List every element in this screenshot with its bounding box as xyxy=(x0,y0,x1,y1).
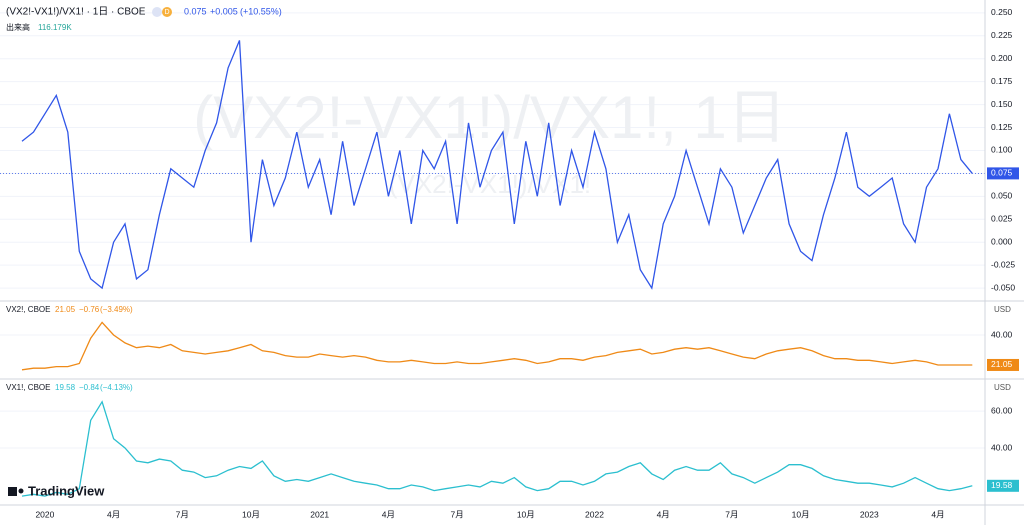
y-tick-label: 0.025 xyxy=(991,214,1013,224)
series-line xyxy=(21,400,973,497)
x-tick-label: 4月 xyxy=(931,509,944,519)
x-tick-label: 2022 xyxy=(585,509,604,519)
axes: 0.250 0.225 0.200 0.175 0.150 0.125 0.100 0.075… xyxy=(35,7,1019,519)
last-price-badge xyxy=(987,479,1019,492)
change-pct: (−4.13%) xyxy=(100,383,133,392)
change: −0.84 xyxy=(79,383,100,392)
x-tick-label: 10月 xyxy=(517,509,535,519)
x-tick-label: 7月 xyxy=(176,509,189,519)
last-price-label: 19.58 xyxy=(991,480,1013,490)
y-tick-label: 0.050 xyxy=(991,191,1013,201)
y-tick-label: 40.00 xyxy=(991,442,1013,452)
y-tick-label: -0.025 xyxy=(991,259,1015,269)
logo-mark xyxy=(18,488,24,494)
y-tick-label: 0.200 xyxy=(991,53,1013,63)
x-tick-label: 4月 xyxy=(657,509,670,519)
badge-bg xyxy=(162,7,172,17)
y-tick-label: 0.250 xyxy=(991,7,1013,17)
volume-value: 116.179K xyxy=(38,23,72,32)
logo-mark xyxy=(8,487,17,496)
change-pct: (−3.49%) xyxy=(100,305,133,314)
change: +0.005 xyxy=(210,6,238,16)
last-value: 21.05 xyxy=(55,305,76,314)
last-price-label: 0.075 xyxy=(991,168,1013,178)
last-price-label: 21.05 xyxy=(991,359,1013,369)
brand: TradingView xyxy=(28,483,105,498)
interval-badge: D xyxy=(164,9,169,16)
last-value: 0.075 xyxy=(184,6,207,16)
logo[interactable]: TradingView xyxy=(8,483,105,498)
x-tick-label: 2020 xyxy=(35,509,54,519)
y-tick-label: 60.00 xyxy=(991,405,1013,415)
y-tick-label: 0.225 xyxy=(991,30,1013,40)
symbol-title[interactable]: VX2!, CBOE xyxy=(6,305,50,314)
y-tick-label: 0.150 xyxy=(991,99,1013,109)
badge-bg xyxy=(152,7,162,17)
x-tick-label: 10月 xyxy=(242,509,260,519)
y-tick-label: 0.100 xyxy=(991,145,1013,155)
x-tick-label: 4月 xyxy=(382,509,395,519)
series-line xyxy=(21,321,973,371)
change: −0.76 xyxy=(79,305,100,314)
y-tick-label: 40.00 xyxy=(991,329,1013,339)
currency: USD xyxy=(994,383,1011,392)
last-value: 19.58 xyxy=(55,383,76,392)
grid xyxy=(0,12,985,449)
y-tick-label: -0.050 xyxy=(991,282,1015,292)
last-price-badge xyxy=(987,167,1019,180)
x-tick-label: 7月 xyxy=(725,509,738,519)
y-tick-label: 0.175 xyxy=(991,76,1013,86)
last-price-badge xyxy=(987,358,1019,371)
y-tick-label: 0.000 xyxy=(991,236,1013,246)
plot xyxy=(0,40,985,497)
x-tick-label: 10月 xyxy=(792,509,810,519)
x-tick-label: 4月 xyxy=(107,509,120,519)
series-line xyxy=(21,40,973,290)
x-tick-label: 2021 xyxy=(310,509,329,519)
symbol-title[interactable]: VX1!, CBOE xyxy=(6,383,50,392)
y-tick-label: 0.125 xyxy=(991,122,1013,132)
x-tick-label: 7月 xyxy=(450,509,463,519)
x-tick-label: 2023 xyxy=(860,509,879,519)
change-pct: (+10.55%) xyxy=(240,6,282,16)
watermark: (VX2!-VX1!)/VX1!, 1日 xyxy=(193,84,787,151)
symbol-title[interactable]: (VX2!-VX1!)/VX1! · 1日 · CBOE xyxy=(6,7,146,18)
currency: USD xyxy=(994,305,1011,314)
volume-label: 出来高 xyxy=(6,22,30,32)
